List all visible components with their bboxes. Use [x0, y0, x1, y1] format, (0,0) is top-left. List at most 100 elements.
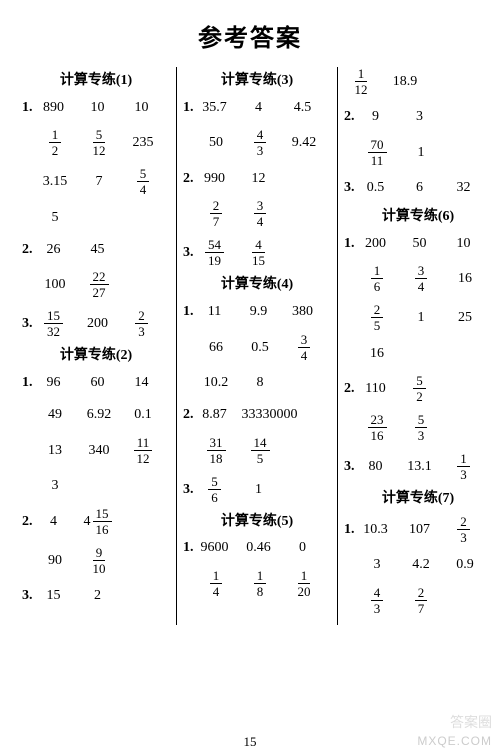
answer-row: 163416	[344, 264, 492, 293]
answer-row: 2. 110 52	[344, 374, 492, 403]
question-number: 3.	[22, 316, 33, 331]
fraction: 145	[251, 436, 270, 465]
question-number: 3.	[183, 245, 194, 260]
answer-value: 16	[360, 346, 394, 361]
question-number: 1.	[22, 100, 33, 115]
fraction: 5419	[205, 238, 224, 267]
answer-value: 235	[126, 135, 160, 150]
question-number: 1.	[183, 100, 194, 115]
answer-row: 1418120	[183, 569, 331, 598]
answer-value: 27	[199, 199, 233, 228]
column: 计算专练(3)1.35.744.550439.422.9901227343.54…	[176, 67, 337, 625]
answer-row: 2.93	[344, 106, 492, 128]
answer-value: 890	[37, 100, 71, 115]
answer-value: 13	[38, 443, 72, 458]
fraction: 34	[254, 199, 267, 228]
answer-value: 14	[199, 569, 233, 598]
answer-row: 1.96000.460	[183, 537, 331, 559]
answer-value: 8.87	[198, 407, 232, 422]
answer-value: 7011	[360, 138, 394, 167]
answer-row: 3.152	[22, 585, 170, 607]
answer-value: 1	[242, 482, 276, 497]
answer-value: 145	[243, 436, 277, 465]
answer-value: 0.1	[126, 407, 160, 422]
answer-row: 1.8901010	[22, 96, 170, 118]
answer-row: 1002227	[22, 270, 170, 299]
question-number: 1.	[183, 304, 194, 319]
answer-value: 4.2	[404, 557, 438, 572]
answer-value: 34	[287, 333, 321, 362]
answer-value: 910	[82, 546, 116, 575]
answer-row: 1.119.9380	[183, 301, 331, 323]
answer-value: 32	[447, 180, 481, 195]
answer-value: 10.3	[359, 522, 393, 537]
answer-value: 12	[38, 128, 72, 157]
question-number: 2.	[344, 381, 355, 396]
fraction: 52	[413, 374, 426, 403]
answer-value: 12	[242, 171, 276, 186]
answer-value: 10	[447, 236, 481, 251]
section-title: 计算专练(3)	[183, 73, 331, 88]
fraction: 13	[457, 452, 470, 481]
answer-value: 10	[81, 100, 115, 115]
answer-row: 2.8.8733330000	[183, 404, 331, 426]
answer-value: 0	[286, 540, 320, 555]
watermark-brand: 答案圈	[450, 712, 492, 732]
question-number: 3.	[183, 482, 194, 497]
question-number: 1.	[22, 375, 33, 390]
answer-value: 1	[404, 310, 438, 325]
answer-value: 23	[447, 515, 481, 544]
question-number: 1.	[344, 236, 355, 251]
answer-value: 13.1	[403, 459, 437, 474]
page-title: 参考答案	[16, 18, 484, 53]
answer-value: 200	[81, 316, 115, 331]
answer-value: 54	[126, 167, 160, 196]
answer-value: 110	[359, 381, 393, 396]
answer-value: 8	[243, 375, 277, 390]
question-number: 3.	[344, 180, 355, 195]
answer-value: 90	[38, 553, 72, 568]
answer-row: 3	[22, 475, 170, 497]
question-number: 2.	[344, 109, 355, 124]
answer-value: 53	[404, 413, 438, 442]
answer-value: 18.9	[388, 74, 422, 89]
answer-value: 340	[82, 443, 116, 458]
answer-row: 50439.42	[183, 128, 331, 157]
answer-value: 5	[38, 210, 72, 225]
fraction: 512	[90, 128, 109, 157]
answer-value: 23	[125, 309, 159, 338]
answer-value: 60	[81, 375, 115, 390]
answer-value: 9	[359, 109, 393, 124]
answer-value: 0.46	[242, 540, 276, 555]
fraction: 910	[90, 546, 109, 575]
fraction: 7011	[368, 138, 387, 167]
answer-row: 1. 200 50 10	[344, 232, 492, 254]
answer-value: 35.7	[198, 100, 232, 115]
question-number: 2.	[22, 242, 33, 257]
answer-key-page: 参考答案 计算专练(1)1.8901010125122353.1575452.2…	[0, 0, 500, 625]
answer-row: 16	[344, 342, 492, 364]
column: 计算专练(1)1.8901010125122353.1575452.264510…	[16, 67, 176, 625]
answer-value: 66	[199, 340, 233, 355]
page-number: 15	[244, 734, 257, 750]
answer-row: 3.561	[183, 475, 331, 504]
answer-row: 2.99012	[183, 167, 331, 189]
fraction: 34	[298, 333, 311, 362]
answer-value: 6.92	[82, 407, 116, 422]
answer-value: 80	[359, 459, 393, 474]
answer-row: 12 512 235	[22, 128, 170, 157]
answer-row: 496.920.1	[22, 404, 170, 426]
answer-value: 200	[359, 236, 393, 251]
answer-row: 4327	[344, 586, 492, 615]
answer-value: 52	[403, 374, 437, 403]
answer-value: 33330000	[242, 407, 298, 422]
fraction: 1516	[93, 507, 112, 536]
answer-row: 5	[22, 206, 170, 228]
fraction: 27	[415, 586, 428, 615]
answer-value: 25	[360, 303, 394, 332]
answer-value: 15	[37, 588, 71, 603]
answer-row: 25125	[344, 303, 492, 332]
answer-value: 0.5	[243, 340, 277, 355]
answer-value: 50	[403, 236, 437, 251]
answer-value: 1532	[37, 309, 71, 338]
